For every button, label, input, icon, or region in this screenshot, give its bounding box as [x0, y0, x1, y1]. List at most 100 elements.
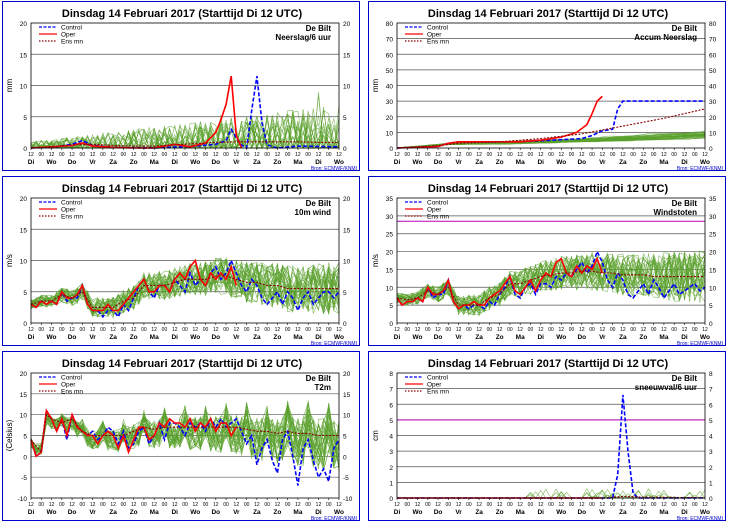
x-hour-label: 00 — [80, 327, 86, 333]
x-day-label: Di — [537, 509, 544, 516]
x-hour-label: 00 — [466, 502, 472, 508]
x-hour-label: 00 — [610, 327, 616, 333]
x-hour-label: 00 — [141, 152, 147, 158]
legend-label: Oper — [61, 382, 76, 389]
x-hour-label: 12 — [538, 502, 544, 508]
x-day-label: Vr — [233, 159, 240, 166]
x-day-label: Vr — [455, 159, 462, 166]
x-hour-label: 12 — [558, 152, 564, 158]
y-tick-label-left: 0 — [389, 496, 393, 503]
legend-label: Ens mn — [427, 39, 449, 46]
ensemble-member-line — [30, 266, 340, 318]
x-hour-label: 00 — [244, 152, 250, 158]
x-hour-label: 00 — [404, 152, 410, 158]
x-hour-label: 00 — [651, 152, 657, 158]
x-day-label: Wo — [334, 159, 344, 166]
y-tick-label-right: 6 — [709, 402, 713, 409]
x-hour-label: 12 — [110, 152, 116, 158]
x-hour-label: 00 — [589, 502, 595, 508]
x-hour-label: 12 — [316, 502, 322, 508]
x-day-label: Vr — [599, 159, 606, 166]
x-day-label: Do — [577, 159, 586, 166]
x-day-label: Vr — [455, 334, 462, 341]
y-tick-label-right: 25 — [709, 232, 717, 239]
y-axis-label: mm — [371, 79, 380, 93]
x-day-label: Zo — [273, 159, 281, 166]
x-day-label: Ma — [150, 334, 159, 341]
ens-mean-series-line — [30, 141, 339, 149]
x-day-label: Wo — [47, 509, 57, 516]
y-tick-label-right: 15 — [343, 227, 351, 234]
x-hour-label: 12 — [558, 502, 564, 508]
x-day-label: Zo — [130, 159, 138, 166]
x-hour-label: 12 — [316, 152, 322, 158]
source-label: Bron: ECMWF/KNMI — [677, 166, 723, 172]
chart-header: Dinsdag 14 Februari 2017 (Starttijd Di 1… — [62, 358, 303, 370]
x-hour-label: 12 — [254, 502, 260, 508]
panel-snowfall: Dinsdag 14 Februari 2017 (Starttijd Di 1… — [368, 351, 726, 522]
y-tick-label-left: 15 — [20, 52, 28, 59]
y-tick-label-left: 10 — [386, 285, 394, 292]
x-hour-label: 12 — [275, 502, 281, 508]
x-hour-label: 00 — [203, 152, 209, 158]
y-tick-label-left: 2 — [389, 465, 393, 472]
y-tick-label-left: 10 — [386, 130, 394, 137]
y-tick-label-left: 4 — [389, 434, 393, 441]
x-hour-label: 00 — [285, 152, 291, 158]
source-label: Bron: ECMWF/KNMI — [311, 166, 357, 172]
x-hour-label: 12 — [213, 152, 219, 158]
ensemble-member-line — [30, 402, 340, 468]
x-hour-label: 00 — [569, 502, 575, 508]
x-hour-label: 00 — [630, 327, 636, 333]
location-label: De Bilt — [306, 199, 332, 208]
x-day-label: Di — [537, 159, 544, 166]
x-hour-label: 12 — [172, 152, 178, 158]
source-label: Bron: ECMWF/KNMI — [677, 341, 723, 347]
x-day-label: Wo — [47, 159, 57, 166]
x-hour-label: 12 — [49, 327, 55, 333]
x-day-label: Wo — [700, 159, 710, 166]
x-hour-label: 12 — [316, 327, 322, 333]
y-tick-label-right: 10 — [709, 130, 717, 137]
x-hour-label: 00 — [223, 152, 229, 158]
panel-title: 10m wind — [295, 208, 332, 217]
y-tick-label-left: 35 — [386, 196, 394, 203]
y-tick-label-right: 0 — [343, 454, 347, 461]
x-hour-label: 12 — [49, 502, 55, 508]
x-hour-label: 00 — [589, 327, 595, 333]
x-day-label: Wo — [334, 509, 344, 516]
x-hour-label: 12 — [110, 327, 116, 333]
x-hour-label: 00 — [446, 152, 452, 158]
x-hour-label: 00 — [141, 502, 147, 508]
x-hour-label: 12 — [415, 502, 421, 508]
ensemble-member-line — [396, 134, 705, 149]
x-day-label: Ma — [293, 159, 302, 166]
y-tick-label-right: 5 — [709, 418, 713, 425]
x-hour-label: 12 — [415, 327, 421, 333]
x-day-label: Wo — [556, 509, 566, 516]
y-tick-label-right: 20 — [343, 21, 351, 28]
x-hour-label: 00 — [610, 152, 616, 158]
ens-mean-series-line — [396, 270, 705, 306]
x-hour-label: 00 — [59, 327, 65, 333]
y-tick-label-right: 30 — [709, 214, 717, 221]
x-hour-label: 00 — [162, 152, 168, 158]
x-hour-label: 00 — [121, 152, 127, 158]
x-day-label: Wo — [700, 509, 710, 516]
accumulated-precipitation-chart: Dinsdag 14 Februari 2017 (Starttijd Di 1… — [371, 8, 723, 172]
x-day-label: Wo — [334, 334, 344, 341]
x-hour-label: 12 — [702, 502, 708, 508]
y-tick-label-right: 5 — [343, 290, 347, 297]
x-day-label: Di — [681, 509, 688, 516]
x-day-label: Za — [253, 334, 261, 341]
y-tick-label-left: -10 — [18, 496, 28, 503]
x-hour-label: 12 — [538, 327, 544, 333]
ens-mean-series-line — [30, 275, 339, 308]
y-tick-label-left: -5 — [21, 475, 27, 482]
y-tick-label-left: 7 — [389, 387, 393, 394]
x-hour-label: 00 — [507, 152, 513, 158]
legend-label: Oper — [61, 32, 76, 39]
x-day-label: Vr — [599, 509, 606, 516]
x-day-label: Di — [28, 159, 35, 166]
legend-label: Oper — [61, 207, 76, 214]
